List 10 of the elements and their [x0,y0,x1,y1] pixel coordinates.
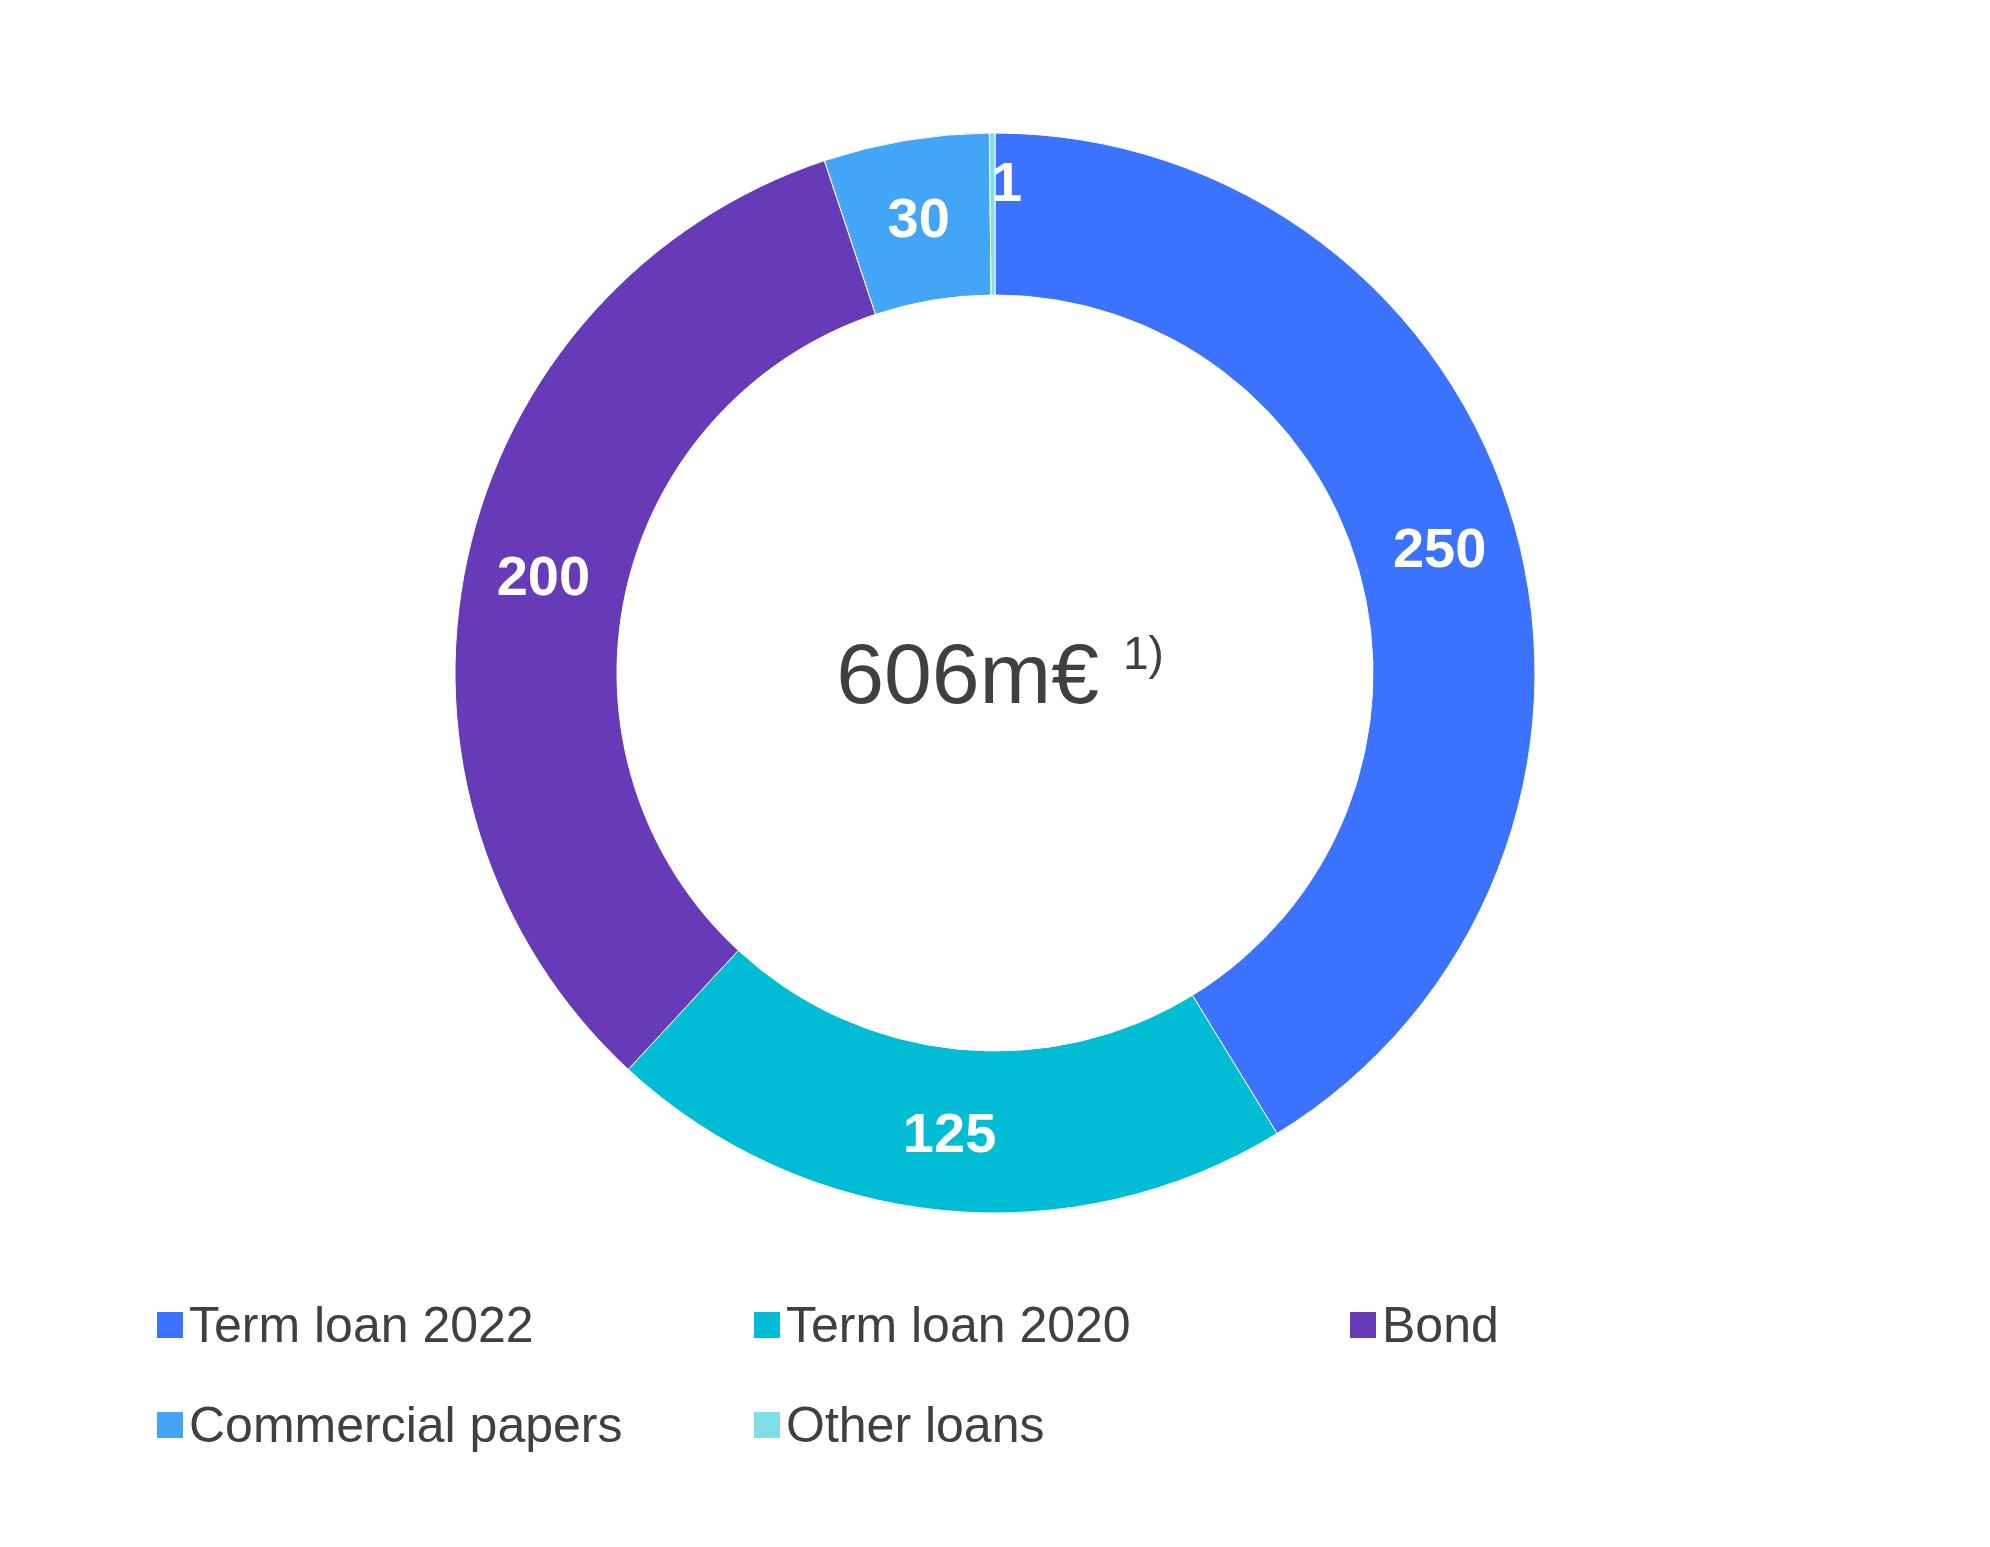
data-label: 250 [1392,516,1487,580]
legend-label: Bond [1382,1297,1499,1353]
data-label: 125 [902,1101,997,1165]
legend-label: Other loans [786,1397,1045,1453]
legend-label: Term loan 2022 [189,1297,534,1353]
text: 606m€ 1) [836,625,1164,721]
legend-label: Commercial papers [189,1397,623,1453]
data-label: 30 [887,185,950,249]
legend-label: Term loan 2020 [786,1297,1131,1353]
data-label: 200 [496,544,591,608]
